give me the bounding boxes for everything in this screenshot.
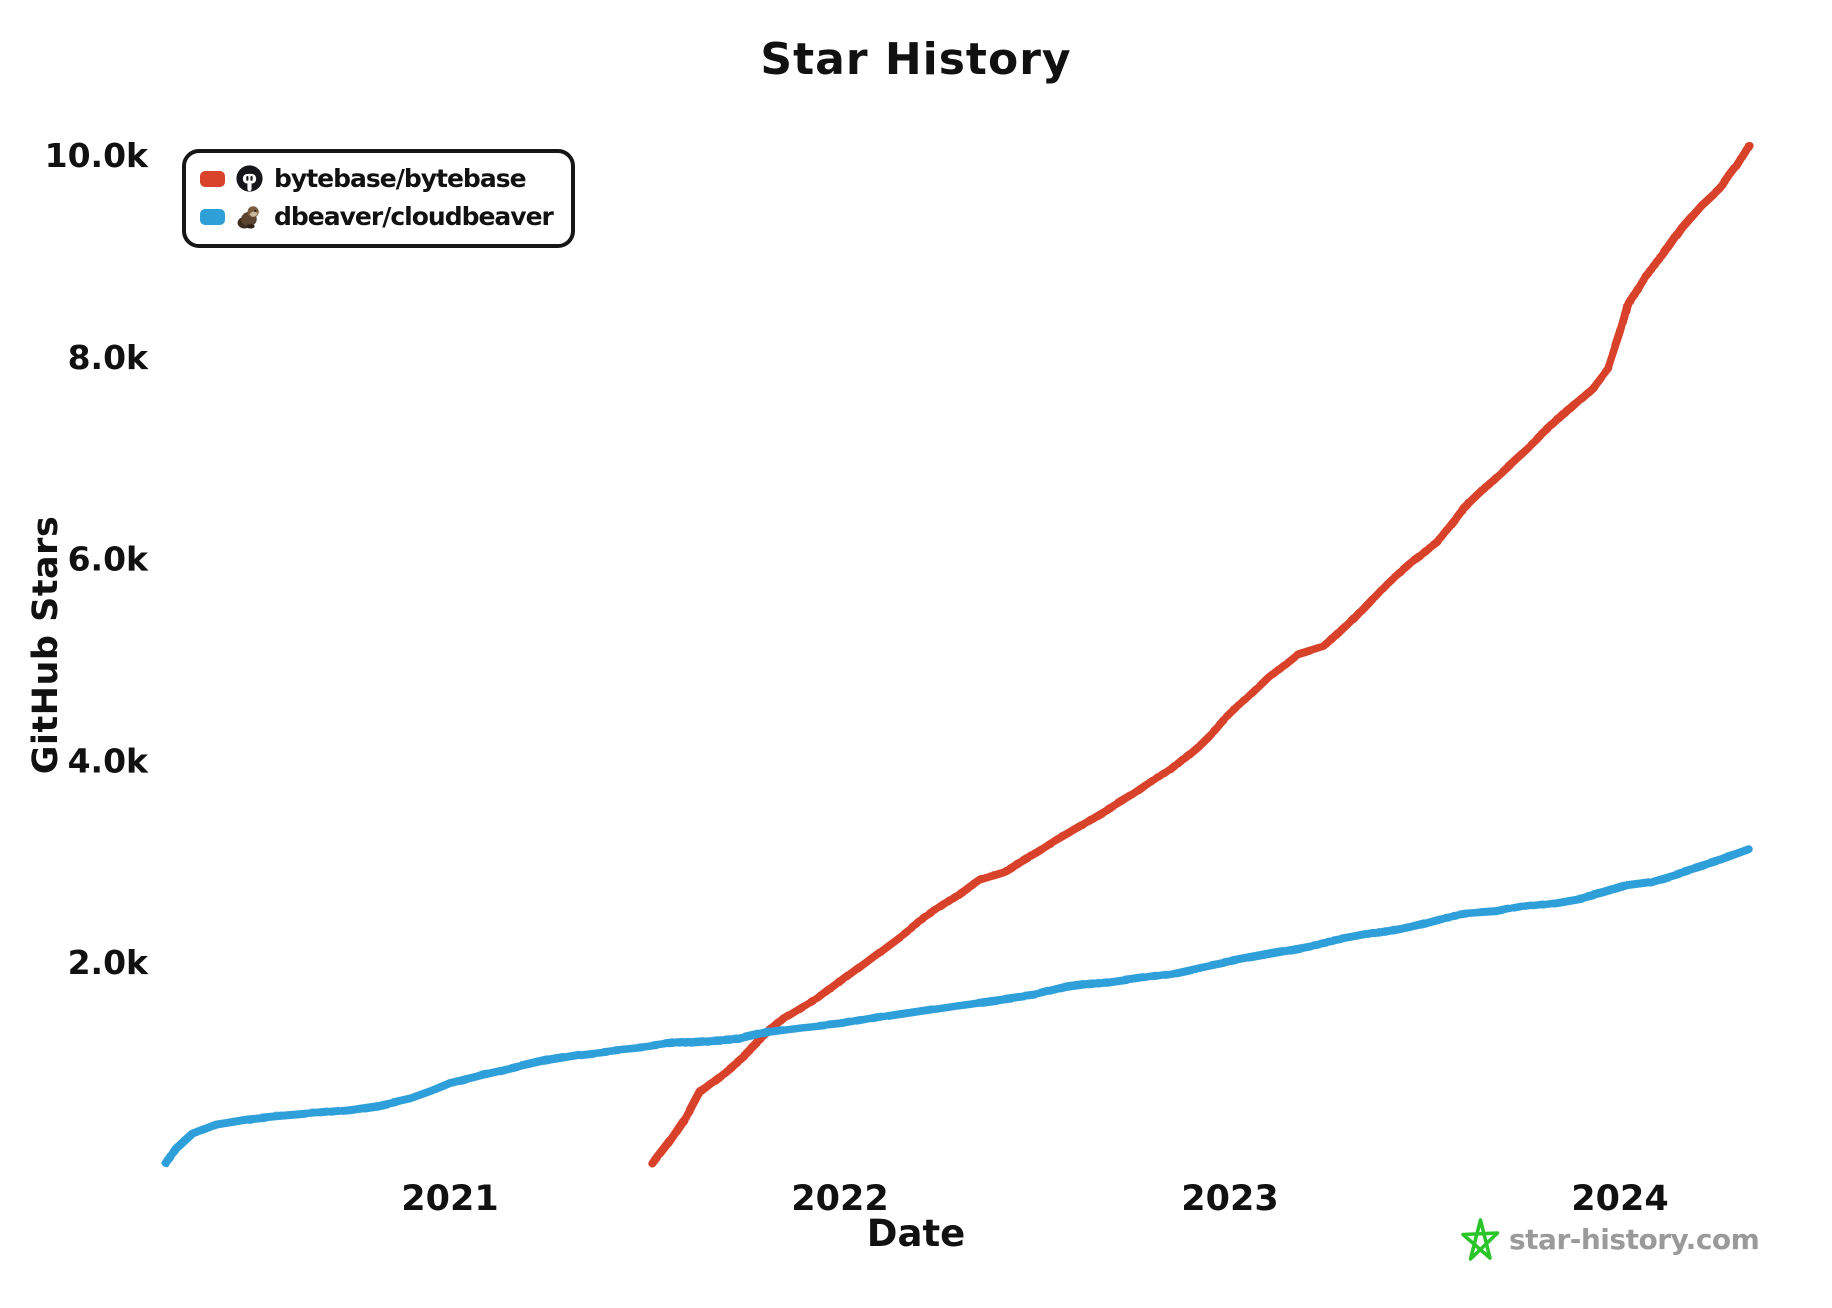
x-tick-label: 2021 [401, 1179, 498, 1219]
y-tick-label: 8.0k [68, 338, 149, 377]
axes [146, 117, 1756, 1171]
y-tick-label: 4.0k [68, 741, 149, 780]
watermark-link[interactable]: star-history.com [1460, 1216, 1760, 1262]
bytebase-color-swatch [200, 170, 225, 187]
dbeaver-beaver-avatar-icon [236, 203, 263, 230]
star-icon [1460, 1216, 1500, 1262]
bytebase-logo-icon [236, 165, 263, 192]
x-axis-label: Date [866, 1212, 966, 1255]
series-line-cloudbeaver [161, 846, 1753, 1168]
y-tick-label: 6.0k [68, 540, 149, 579]
legend: bytebase/bytebase dbeaver/cloudbeaver [182, 149, 575, 248]
x-tick-label: 2023 [1181, 1179, 1278, 1219]
x-axis-ticks: 2021 2022 2023 2024 [401, 1179, 1668, 1219]
x-tick-label: 2022 [791, 1179, 888, 1219]
y-axis-ticks: 2.0k 4.0k 6.0k 8.0k 10.0k [45, 136, 149, 982]
series-line-bytebase [648, 141, 1753, 1168]
series-lines [161, 141, 1753, 1168]
x-tick-label: 2024 [1571, 1179, 1668, 1219]
legend-item-bytebase: bytebase/bytebase [200, 164, 553, 193]
chart-title: Star History [760, 34, 1072, 85]
y-axis-label: GitHub Stars [26, 515, 66, 775]
y-tick-label: 2.0k [68, 943, 149, 982]
y-tick-label: 10.0k [45, 136, 149, 175]
watermark-text: star-history.com [1509, 1222, 1760, 1256]
cloudbeaver-color-swatch [200, 208, 225, 225]
legend-repo-label: bytebase/bytebase [274, 164, 527, 193]
legend-item-cloudbeaver: dbeaver/cloudbeaver [200, 202, 554, 231]
legend-repo-label: dbeaver/cloudbeaver [274, 202, 554, 231]
